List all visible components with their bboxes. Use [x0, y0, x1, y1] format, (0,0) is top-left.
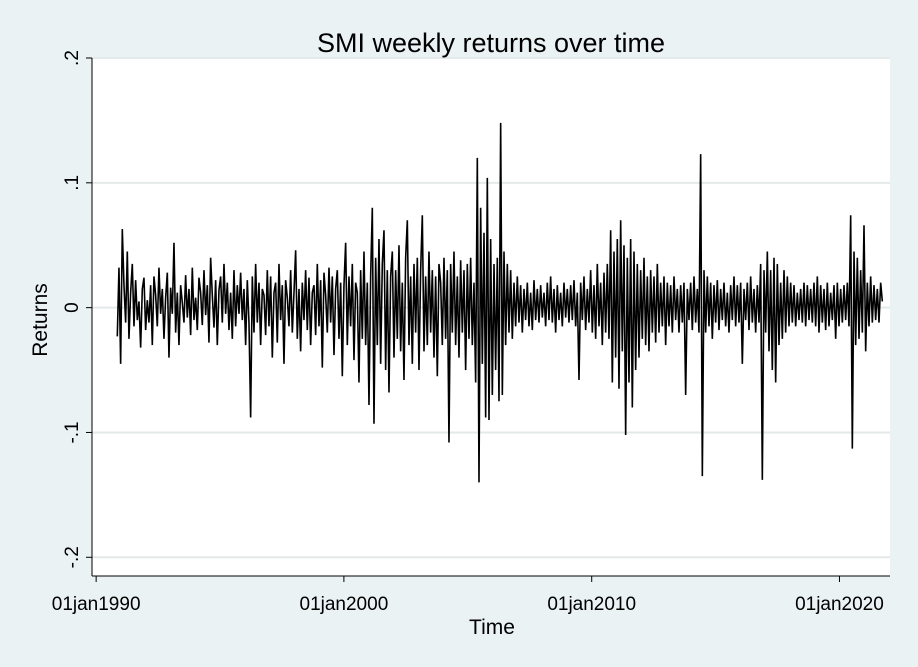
x-axis-title: Time: [469, 616, 515, 639]
x-tick-label-2: 01jan2010: [547, 594, 636, 615]
y-tick-label-1: .1: [62, 175, 83, 191]
x-tick-label-0: 01jan1990: [52, 594, 141, 615]
x-tick-label-3: 01jan2020: [795, 594, 884, 615]
y-axis-title: Returns: [29, 283, 52, 357]
y-tick-label-4: -.2: [62, 546, 83, 568]
x-tick-label-1: 01jan2000: [300, 594, 389, 615]
y-tick-label-2: 0: [62, 302, 83, 313]
y-tick-label-3: -.1: [62, 421, 83, 443]
axes: [91, 58, 890, 577]
chart-title: SMI weekly returns over time: [317, 28, 665, 58]
ticks: .2 .1 0 -.1 -.2 01jan1990 01jan2000 01jan2010 01…: [52, 50, 884, 615]
returns-series-line: [116, 122, 884, 483]
y-tick-label-0: .2: [62, 50, 83, 66]
